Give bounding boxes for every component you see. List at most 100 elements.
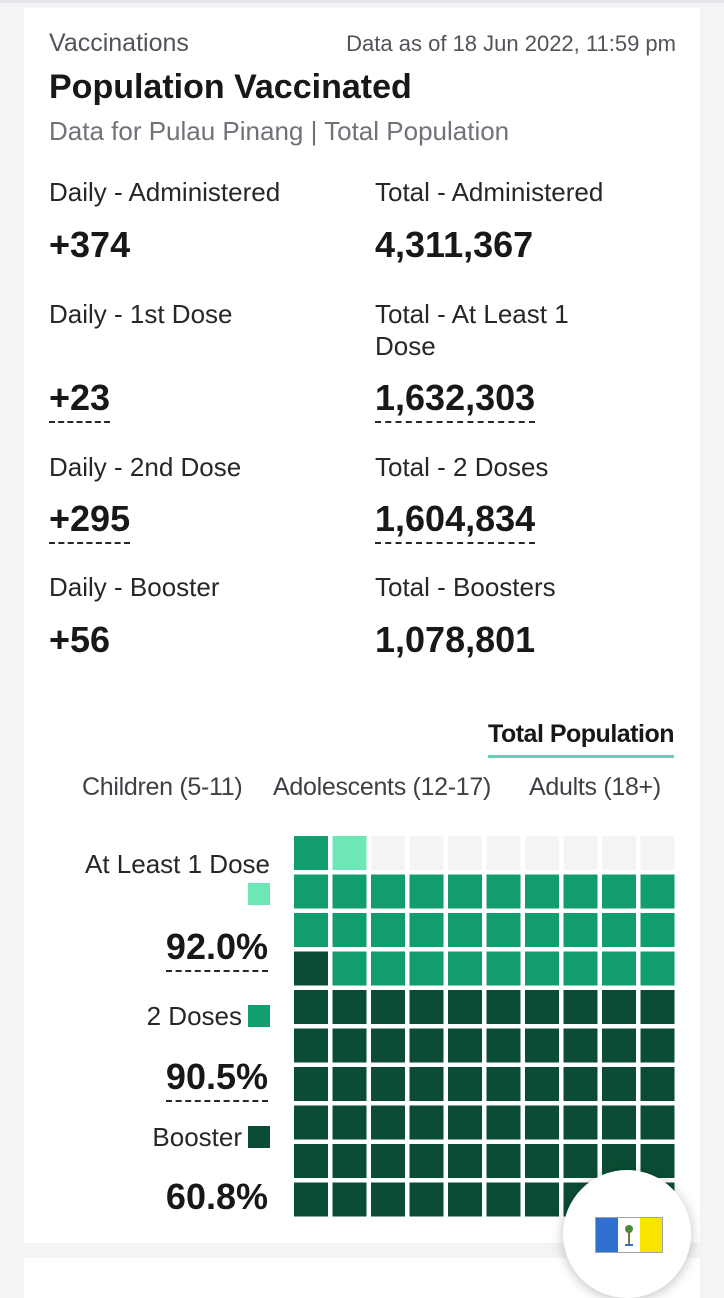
- waffle-cell-two-doses: [525, 874, 559, 909]
- legend-booster: Booster: [70, 1122, 270, 1153]
- total-dose2-value[interactable]: 1,604,834: [375, 498, 536, 544]
- total-dose1-value[interactable]: 1,632,303: [375, 377, 536, 423]
- daily-dose1-label: Daily - 1st Dose: [49, 299, 233, 329]
- waffle-cell-two-doses: [525, 913, 559, 947]
- waffle-cell-two-doses: [640, 913, 675, 947]
- daily-dose2-value[interactable]: +295: [49, 498, 131, 544]
- waffle-cell-two-doses: [371, 913, 405, 947]
- waffle-cell-booster: [525, 1028, 559, 1063]
- tab-total-population[interactable]: Total Population: [488, 720, 674, 758]
- waffle-cell-booster: [602, 1028, 636, 1063]
- waffle-cell-two-doses: [332, 874, 367, 909]
- waffle-cell-two-doses: [486, 913, 521, 947]
- waffle-cell-two-doses: [448, 913, 482, 947]
- booster-percent: 60.8%: [165, 1176, 268, 1217]
- section-title: Vaccinations: [49, 29, 189, 57]
- waffle-cell-booster: [486, 1067, 521, 1101]
- legend-2-doses-label: 2 Doses: [146, 1001, 242, 1031]
- waffle-cell-two-doses: [294, 874, 328, 909]
- waffle-cell-booster: [294, 1028, 328, 1063]
- waffle-cell-booster: [486, 1182, 521, 1217]
- penang-flag-icon: [595, 1217, 663, 1253]
- waffle-cell-empty: [525, 836, 559, 870]
- waffle-cell-two-doses: [294, 836, 328, 870]
- waffle-cell-booster: [602, 1105, 636, 1140]
- waffle-cell-booster: [602, 1067, 636, 1101]
- waffle-cell-two-doses: [602, 951, 636, 986]
- waffle-cell-booster: [525, 990, 559, 1024]
- waffle-cell-booster: [602, 990, 636, 1024]
- waffle-cell-two-doses: [640, 951, 675, 986]
- vaccination-card: Vaccinations Data as of 18 Jun 2022, 11:…: [24, 8, 700, 1243]
- waffle-cell-two-doses: [371, 951, 405, 986]
- waffle-cell-empty: [448, 836, 482, 870]
- total-booster-value: 1,078,801: [375, 619, 536, 660]
- daily-dose1-value[interactable]: +23: [49, 377, 111, 423]
- at-least-1-dose-percent[interactable]: 92.0%: [165, 926, 268, 972]
- waffle-cell-at-least-1-dose: [332, 836, 367, 870]
- two-doses-percent[interactable]: 90.5%: [165, 1056, 268, 1102]
- waffle-cell-booster: [409, 1144, 444, 1178]
- waffle-cell-booster: [448, 1105, 482, 1140]
- waffle-cell-booster: [448, 1067, 482, 1101]
- waffle-cell-two-doses: [602, 874, 636, 909]
- waffle-cell-booster: [448, 1144, 482, 1178]
- waffle-cell-booster: [294, 990, 328, 1024]
- legend-at-least-1-dose-label: At Least 1 Dose: [85, 849, 270, 879]
- waffle-cell-two-doses: [332, 951, 367, 986]
- waffle-cell-empty: [640, 836, 675, 870]
- waffle-cell-empty: [371, 836, 405, 870]
- waffle-cell-two-doses: [602, 913, 636, 947]
- waffle-cell-booster: [640, 990, 675, 1024]
- waffle-cell-booster: [486, 1028, 521, 1063]
- waffle-cell-two-doses: [640, 874, 675, 909]
- waffle-cell-booster: [563, 990, 598, 1024]
- waffle-cell-booster: [640, 1028, 675, 1063]
- waffle-cell-booster: [486, 1144, 521, 1178]
- state-selector-button[interactable]: [563, 1170, 691, 1298]
- waffle-cell-booster: [332, 1067, 367, 1101]
- waffle-cell-empty: [486, 836, 521, 870]
- waffle-cell-booster: [409, 1105, 444, 1140]
- waffle-cell-booster: [371, 1067, 405, 1101]
- waffle-cell-booster: [409, 990, 444, 1024]
- tab-adolescents[interactable]: Adolescents (12-17): [273, 773, 492, 801]
- waffle-cell-two-doses: [486, 874, 521, 909]
- total-booster-label: Total - Boosters: [375, 572, 556, 602]
- waffle-cell-booster: [525, 1144, 559, 1178]
- waffle-cell-booster: [294, 951, 328, 986]
- waffle-cell-booster: [371, 1028, 405, 1063]
- waffle-cell-booster: [294, 1144, 328, 1178]
- waffle-cell-booster: [409, 1182, 444, 1217]
- waffle-cell-booster: [371, 1144, 405, 1178]
- tab-adults[interactable]: Adults (18+): [529, 773, 661, 801]
- waffle-cell-booster: [371, 990, 405, 1024]
- waffle-cell-two-doses: [563, 874, 598, 909]
- waffle-cell-two-doses: [563, 951, 598, 986]
- waffle-cell-booster: [563, 1105, 598, 1140]
- waffle-cell-booster: [448, 990, 482, 1024]
- at-least-1-dose-swatch: [248, 883, 270, 905]
- daily-administered-value: +374: [49, 224, 131, 265]
- waffle-cell-booster: [332, 1182, 367, 1217]
- total-administered-value: 4,311,367: [375, 224, 534, 265]
- waffle-chart: [294, 836, 675, 1217]
- daily-booster-label: Daily - Booster: [49, 572, 220, 602]
- total-dose1-label: Total - At Least 1 Dose: [375, 299, 569, 361]
- waffle-cell-booster: [294, 1182, 328, 1217]
- page-title: Population Vaccinated: [49, 68, 412, 106]
- waffle-cell-two-doses: [448, 874, 482, 909]
- legend-at-least-1-dose: At Least 1 Dose: [70, 849, 270, 909]
- waffle-cell-two-doses: [525, 951, 559, 986]
- two-doses-swatch: [248, 1005, 270, 1027]
- waffle-cell-two-doses: [371, 874, 405, 909]
- waffle-cell-two-doses: [486, 951, 521, 986]
- waffle-cell-booster: [525, 1067, 559, 1101]
- waffle-cell-booster: [332, 990, 367, 1024]
- waffle-cell-booster: [332, 1028, 367, 1063]
- waffle-cell-booster: [332, 1105, 367, 1140]
- waffle-cell-booster: [448, 1028, 482, 1063]
- waffle-cell-booster: [371, 1182, 405, 1217]
- tab-children[interactable]: Children (5-11): [82, 773, 243, 801]
- legend-2-doses: 2 Doses: [70, 1001, 270, 1032]
